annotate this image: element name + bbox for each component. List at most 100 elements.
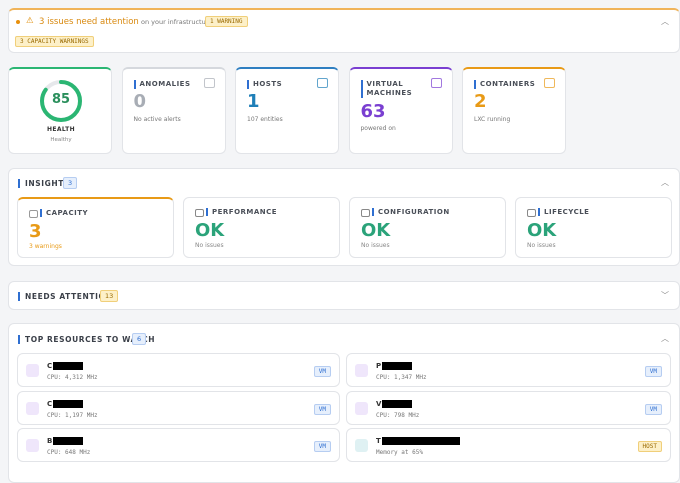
stat-note: Healthy [50,137,72,143]
stat-card[interactable]: CONTAINERS 2 LXC running [462,67,566,154]
type-badge: VM [313,403,331,415]
capacity-tag: 3 CAPACITY WARNINGS [15,36,94,47]
stat-label: HOSTS [247,80,315,89]
stat-label: HEALTH [46,126,76,133]
count-badge: 6 [132,333,147,345]
insight-value: OK [195,220,225,241]
stat-label: CONTAINERS [474,80,542,89]
stat-card[interactable]: 85 HEALTH Healthy [8,67,112,154]
needs-attention-panel[interactable]: NEEDS ATTENTION 13 ﹀ [8,281,680,310]
insight-icon [527,209,536,217]
resource-icon [355,401,368,415]
type-badge: VM [313,366,331,377]
resource-detail: CPU: 648 MHz [47,449,91,456]
redaction [382,437,460,445]
resource-detail: Memory at 65% [376,449,423,456]
section-title: NEEDS ATTENTION [18,292,112,301]
collapse-caret[interactable]: ︿ [661,334,669,343]
insight-value: OK [527,220,557,241]
stat-label: VIRTUAL MACHINES [360,80,429,98]
insight-note: 3 warnings [29,243,62,250]
stat-value: 2 [474,91,487,112]
page: ⚠ 3 issues need attention on your infras… [8,8,680,483]
count-badge: 13 [100,290,119,302]
stat-label: ANOMALIES [133,80,202,89]
resource-icon [26,364,39,377]
insight-icon [195,209,204,217]
resource-name: T [376,437,381,445]
type-badge: VM [644,403,662,415]
alert-dot [16,20,20,24]
collapse-caret[interactable]: ︿ [661,178,669,187]
stat-value: 63 [360,101,386,122]
insight-label: CAPACITY [40,209,88,217]
insight-icon [361,209,370,217]
section-title: INSIGHTS [18,179,70,188]
stat-note: No active alerts [133,116,181,123]
section-title: TOP RESOURCES TO WATCH [18,335,155,344]
stat-card[interactable]: ANOMALIES 0 No active alerts [121,67,226,154]
resource-detail: CPU: 1,197 MHz [47,411,98,419]
stat-card[interactable]: VIRTUAL MACHINES 63 powered on [348,67,453,154]
resource-icon [26,439,39,452]
insight-icon [29,210,38,218]
stat-value: 0 [133,91,147,112]
stat-note: 107 entities [247,116,283,123]
alert-subtitle: on your infrastructure [141,18,213,26]
resource-name: C [47,362,53,370]
resource-row[interactable]: C CPU: 1,197 MHz VM [17,390,340,425]
alert-icon: ⚠ [26,16,34,26]
insight-value: OK [361,220,391,241]
warning-badge: 1 WARNING [205,16,248,27]
type-badge: VM [313,441,331,452]
health-gauge [40,80,82,122]
collapse-caret[interactable]: ︿ [661,17,669,26]
stat-note: LXC running [474,116,511,123]
resource-icon [355,364,368,377]
insight-label: CONFIGURATION [372,208,450,216]
stat-icon [203,78,215,88]
redaction [53,362,83,370]
alert-title: 3 issues need attention [39,17,139,27]
insight-card[interactable]: LIFECYCLE OK No issues [515,197,672,258]
type-badge: HOST [637,441,662,452]
redaction [53,399,83,408]
resource-row[interactable]: C CPU: 4,312 MHz VM [17,353,340,387]
redaction [382,362,412,370]
resource-detail: CPU: 798 MHz [376,411,420,419]
redaction [382,399,412,408]
insight-card[interactable]: PERFORMANCE OK No issues [183,197,340,258]
stat-value: 1 [247,91,260,112]
stat-card[interactable]: HOSTS 1 107 entities [235,67,339,154]
insight-label: LIFECYCLE [538,208,589,216]
gauge-arc [40,80,82,122]
resource-row[interactable]: T Memory at 65% HOST [346,428,671,462]
insight-note: No issues [195,242,224,249]
resource-icon [355,439,368,452]
resource-row[interactable]: V CPU: 798 MHz VM [346,390,671,425]
resource-name: V [376,399,382,408]
redaction [53,437,83,445]
insight-card[interactable]: CAPACITY 3 3 warnings [17,197,174,258]
insight-note: No issues [527,242,556,249]
insight-note: No issues [361,242,390,249]
resource-name: C [47,399,53,408]
count-badge: 3 [63,177,78,189]
stat-icon [430,78,442,88]
insight-card[interactable]: CONFIGURATION OK No issues [349,197,506,258]
resource-detail: CPU: 1,347 MHz [376,374,427,381]
resource-icon [26,401,39,415]
alert-banner: ⚠ 3 issues need attention on your infras… [8,8,680,53]
resource-name: P [376,362,382,370]
health-score: 85 [51,92,71,107]
stat-icon [544,78,555,88]
resource-row[interactable]: P CPU: 1,347 MHz VM [346,353,671,387]
stat-icon [317,78,328,88]
insight-label: PERFORMANCE [206,208,277,216]
expand-caret[interactable]: ﹀ [661,291,669,300]
insight-value: 3 [29,221,42,242]
resource-name: B [47,437,53,445]
resource-row[interactable]: B CPU: 648 MHz VM [17,428,340,462]
stat-note: powered on [360,125,396,132]
resource-detail: CPU: 4,312 MHz [47,374,98,381]
